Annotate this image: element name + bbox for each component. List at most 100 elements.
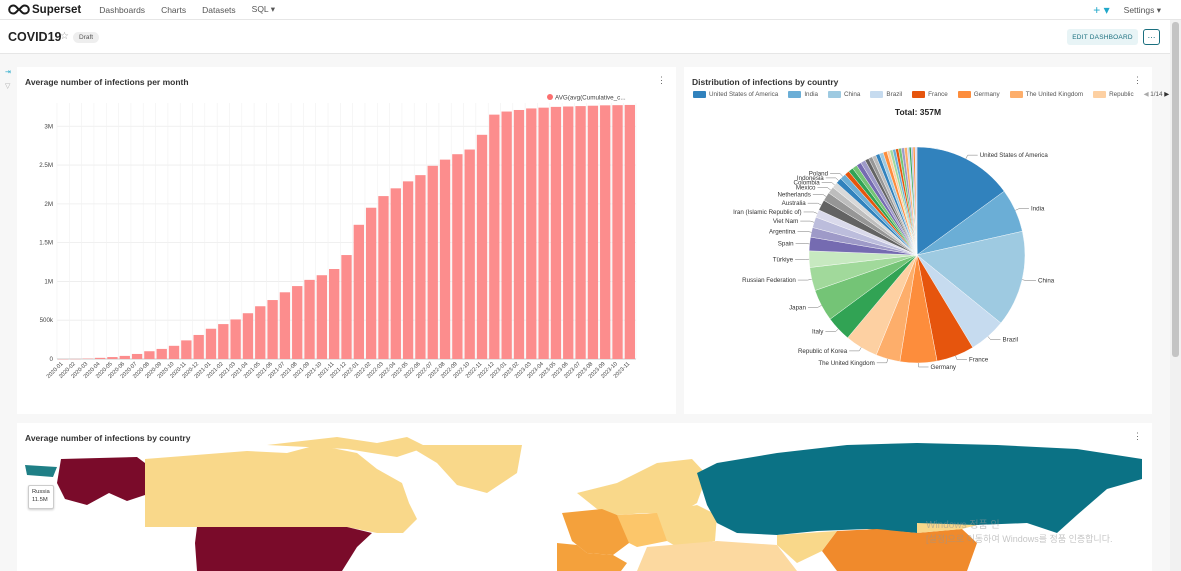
pie-legend-item[interactable]: The United Kingdom	[1009, 91, 1083, 98]
dashboard-title[interactable]: COVID19	[8, 30, 62, 44]
bar-2023-09[interactable]	[600, 105, 611, 359]
pie-slice-label: Germany	[931, 364, 957, 371]
bar-2021-12[interactable]	[341, 255, 352, 359]
bar-2020-04[interactable]	[94, 357, 106, 359]
bar-2023-11[interactable]	[624, 104, 636, 359]
star-icon[interactable]: ☆	[60, 31, 69, 42]
expand-filters-icon[interactable]: ⇥	[5, 69, 11, 76]
bar-chart-menu-icon[interactable]: ⋮	[657, 75, 666, 85]
map-region-canada	[145, 445, 417, 533]
bar-2023-02[interactable]	[513, 109, 525, 360]
bar-2021-05[interactable]	[255, 306, 266, 359]
bar-legend-marker[interactable]	[547, 94, 553, 100]
bar-2023-08[interactable]	[587, 105, 599, 359]
add-new-button[interactable]: + ▾	[1093, 3, 1110, 17]
bar-2023-04[interactable]	[538, 107, 549, 359]
map-region-middle-east	[637, 541, 797, 571]
bar-2022-03[interactable]	[378, 196, 389, 359]
legend-label: Republic	[1109, 91, 1134, 98]
pie-legend-item[interactable]: India	[788, 91, 818, 98]
bar-2023-01[interactable]	[501, 111, 512, 360]
bar-2020-07[interactable]	[131, 353, 143, 359]
bar-2022-11[interactable]	[476, 134, 488, 359]
scrollbar-thumb[interactable]	[1172, 22, 1179, 357]
bar-2021-07[interactable]	[279, 292, 291, 359]
bar-2022-09[interactable]	[452, 154, 463, 359]
map-region-usa	[195, 527, 372, 571]
bar-2021-02[interactable]	[218, 324, 229, 359]
pie-legend-item[interactable]: United States of America	[693, 91, 778, 98]
map-region-russia	[697, 443, 1142, 535]
bar-2020-05[interactable]	[107, 357, 118, 359]
pie-chart-menu-icon[interactable]: ⋮	[1133, 75, 1142, 85]
bar-2023-05[interactable]	[550, 106, 562, 359]
bar-2020-10[interactable]	[168, 345, 180, 359]
pie-label-line	[825, 177, 839, 181]
bar-2022-12[interactable]	[489, 114, 500, 359]
pie-label-line	[1022, 279, 1037, 281]
bar-2021-04[interactable]	[242, 313, 254, 359]
legend-next-icon[interactable]: ▶	[1164, 91, 1170, 98]
nav-datasets[interactable]: Datasets	[202, 4, 236, 15]
legend-label: Germany	[973, 91, 1000, 98]
bar-2023-03[interactable]	[526, 108, 537, 359]
nav-dashboards[interactable]: Dashboards	[99, 4, 146, 15]
edit-dashboard-button[interactable]: EDIT DASHBOARD	[1067, 29, 1138, 45]
pie-slice-united-states-of-america[interactable]	[916, 146, 1005, 256]
bar-2023-10[interactable]	[612, 105, 623, 359]
bar-chart-panel: Average number of infections per month ⋮…	[17, 67, 676, 414]
bar-2020-09[interactable]	[156, 348, 167, 359]
legend-label: India	[804, 91, 818, 98]
bar-2022-07[interactable]	[427, 165, 438, 359]
pie-label-line	[1015, 208, 1029, 211]
bar-2021-08[interactable]	[292, 286, 303, 359]
windows-watermark-title: Windows 정품 인	[926, 520, 1000, 531]
bar-2022-05[interactable]	[402, 181, 414, 359]
legend-pager[interactable]: ◀ 1/14 ▶	[1144, 91, 1169, 98]
bar-2021-11[interactable]	[329, 269, 340, 359]
pie-slice-label: Indonesia	[797, 175, 824, 182]
bar-2020-11[interactable]	[181, 340, 192, 359]
bar-2021-09[interactable]	[304, 279, 315, 359]
superset-logo[interactable]: Superset	[8, 4, 81, 16]
legend-prev-icon[interactable]: ◀	[1143, 91, 1149, 98]
bar-2022-01[interactable]	[353, 224, 364, 359]
bar-2020-12[interactable]	[193, 334, 204, 359]
pie-slice-label: Mexico	[796, 185, 816, 192]
bar-2022-10[interactable]	[464, 149, 475, 359]
nav-sql[interactable]: SQL ▾	[251, 4, 275, 14]
pie-slice-label: Spain	[778, 241, 794, 248]
bar-2022-02[interactable]	[365, 207, 377, 359]
pie-slice-label: Viet Nam	[773, 218, 798, 225]
legend-label: Brazil	[886, 91, 903, 98]
filter-icon[interactable]: ▽	[5, 83, 11, 90]
bar-2021-03[interactable]	[230, 319, 241, 359]
bar-2021-10[interactable]	[316, 275, 328, 359]
bar-2022-08[interactable]	[439, 159, 451, 359]
map-chart-menu-icon[interactable]: ⋮	[1133, 431, 1142, 441]
bar-2020-06[interactable]	[119, 355, 130, 359]
bar-2021-01[interactable]	[205, 328, 217, 359]
draft-badge[interactable]: Draft	[73, 32, 100, 43]
bar-2020-08[interactable]	[144, 351, 155, 359]
legend-swatch	[827, 91, 841, 98]
pie-legend-item[interactable]: Brazil	[870, 91, 902, 98]
map-tooltip: Russia 11.5M	[28, 485, 54, 509]
bar-2022-06[interactable]	[415, 175, 426, 359]
bar-2021-06[interactable]	[267, 300, 278, 359]
bar-2023-07[interactable]	[575, 106, 586, 359]
world-map[interactable]	[17, 423, 1152, 571]
pie-chart-panel: Distribution of infections by country ⋮ …	[684, 67, 1169, 414]
legend-swatch	[788, 91, 802, 98]
pie-legend-item[interactable]: China	[827, 91, 860, 98]
bar-2022-04[interactable]	[390, 188, 401, 359]
nav-charts[interactable]: Charts	[161, 4, 187, 15]
more-options-button[interactable]: ⋯	[1143, 29, 1160, 45]
pie-legend-item[interactable]: France	[912, 91, 948, 98]
bar-legend-label[interactable]: AVG(avg(Cumulative_c...	[555, 95, 626, 102]
bar-2023-06[interactable]	[563, 106, 574, 359]
pie-legend-item[interactable]: Germany	[957, 91, 1000, 98]
settings-menu[interactable]: Settings ▾	[1123, 4, 1161, 15]
pie-legend-item[interactable]: Republic	[1093, 91, 1134, 98]
pie-slice[interactable]	[914, 146, 918, 256]
